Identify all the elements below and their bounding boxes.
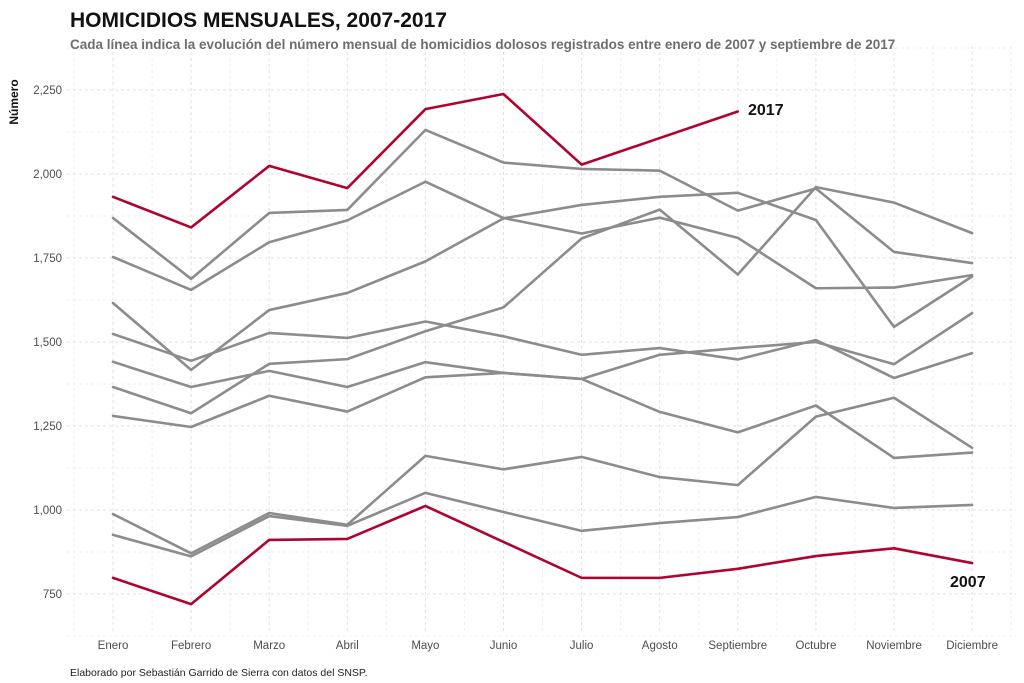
series-line-2007 — [111, 504, 974, 606]
x-tick-label: Julio — [570, 640, 594, 652]
y-tick-label: 1,750 — [33, 253, 62, 265]
page-title: HOMICIDIOS MENSUALES, 2007-2017 — [70, 9, 447, 32]
series-line-2016 — [111, 185, 974, 415]
series-line-2017 — [111, 92, 740, 229]
y-tick-label: 2,000 — [33, 169, 62, 181]
series-line-2012 — [111, 180, 974, 292]
x-tick-label: Febrero — [171, 640, 211, 652]
series-label-2017: 2017 — [748, 102, 784, 119]
y-tick-label: 1,250 — [33, 421, 62, 433]
x-tick-label: Marzo — [253, 640, 285, 652]
y-axis-title: Número — [7, 79, 21, 125]
x-tick-label: Enero — [98, 640, 129, 652]
y-tick-label: 2,250 — [33, 85, 62, 97]
page-subtitle: Cada línea indica la evolución del númer… — [70, 37, 896, 52]
x-tick-label: Agosto — [642, 640, 678, 652]
x-tick-label: Junio — [490, 640, 518, 652]
x-tick-label: Abril — [336, 640, 359, 652]
y-tick-label: 750 — [43, 589, 62, 601]
y-tick-label: 1,500 — [33, 337, 62, 349]
series-line-2010 — [111, 191, 974, 372]
series-line-2011 — [111, 128, 974, 281]
series-label-2007: 2007 — [950, 574, 986, 591]
x-tick-label: Noviembre — [866, 640, 922, 652]
source-credit: Elaborado por Sebastián Garrido de Sierr… — [70, 667, 368, 679]
series-line-2015 — [111, 311, 974, 429]
x-tick-label: Octubre — [795, 640, 836, 652]
x-tick-label: Septiembre — [708, 640, 767, 652]
series-line-2008 — [111, 491, 974, 558]
y-tick-label: 1,000 — [33, 505, 62, 517]
x-tick-label: Diciembre — [946, 640, 998, 652]
x-tick-label: Mayo — [411, 640, 439, 652]
